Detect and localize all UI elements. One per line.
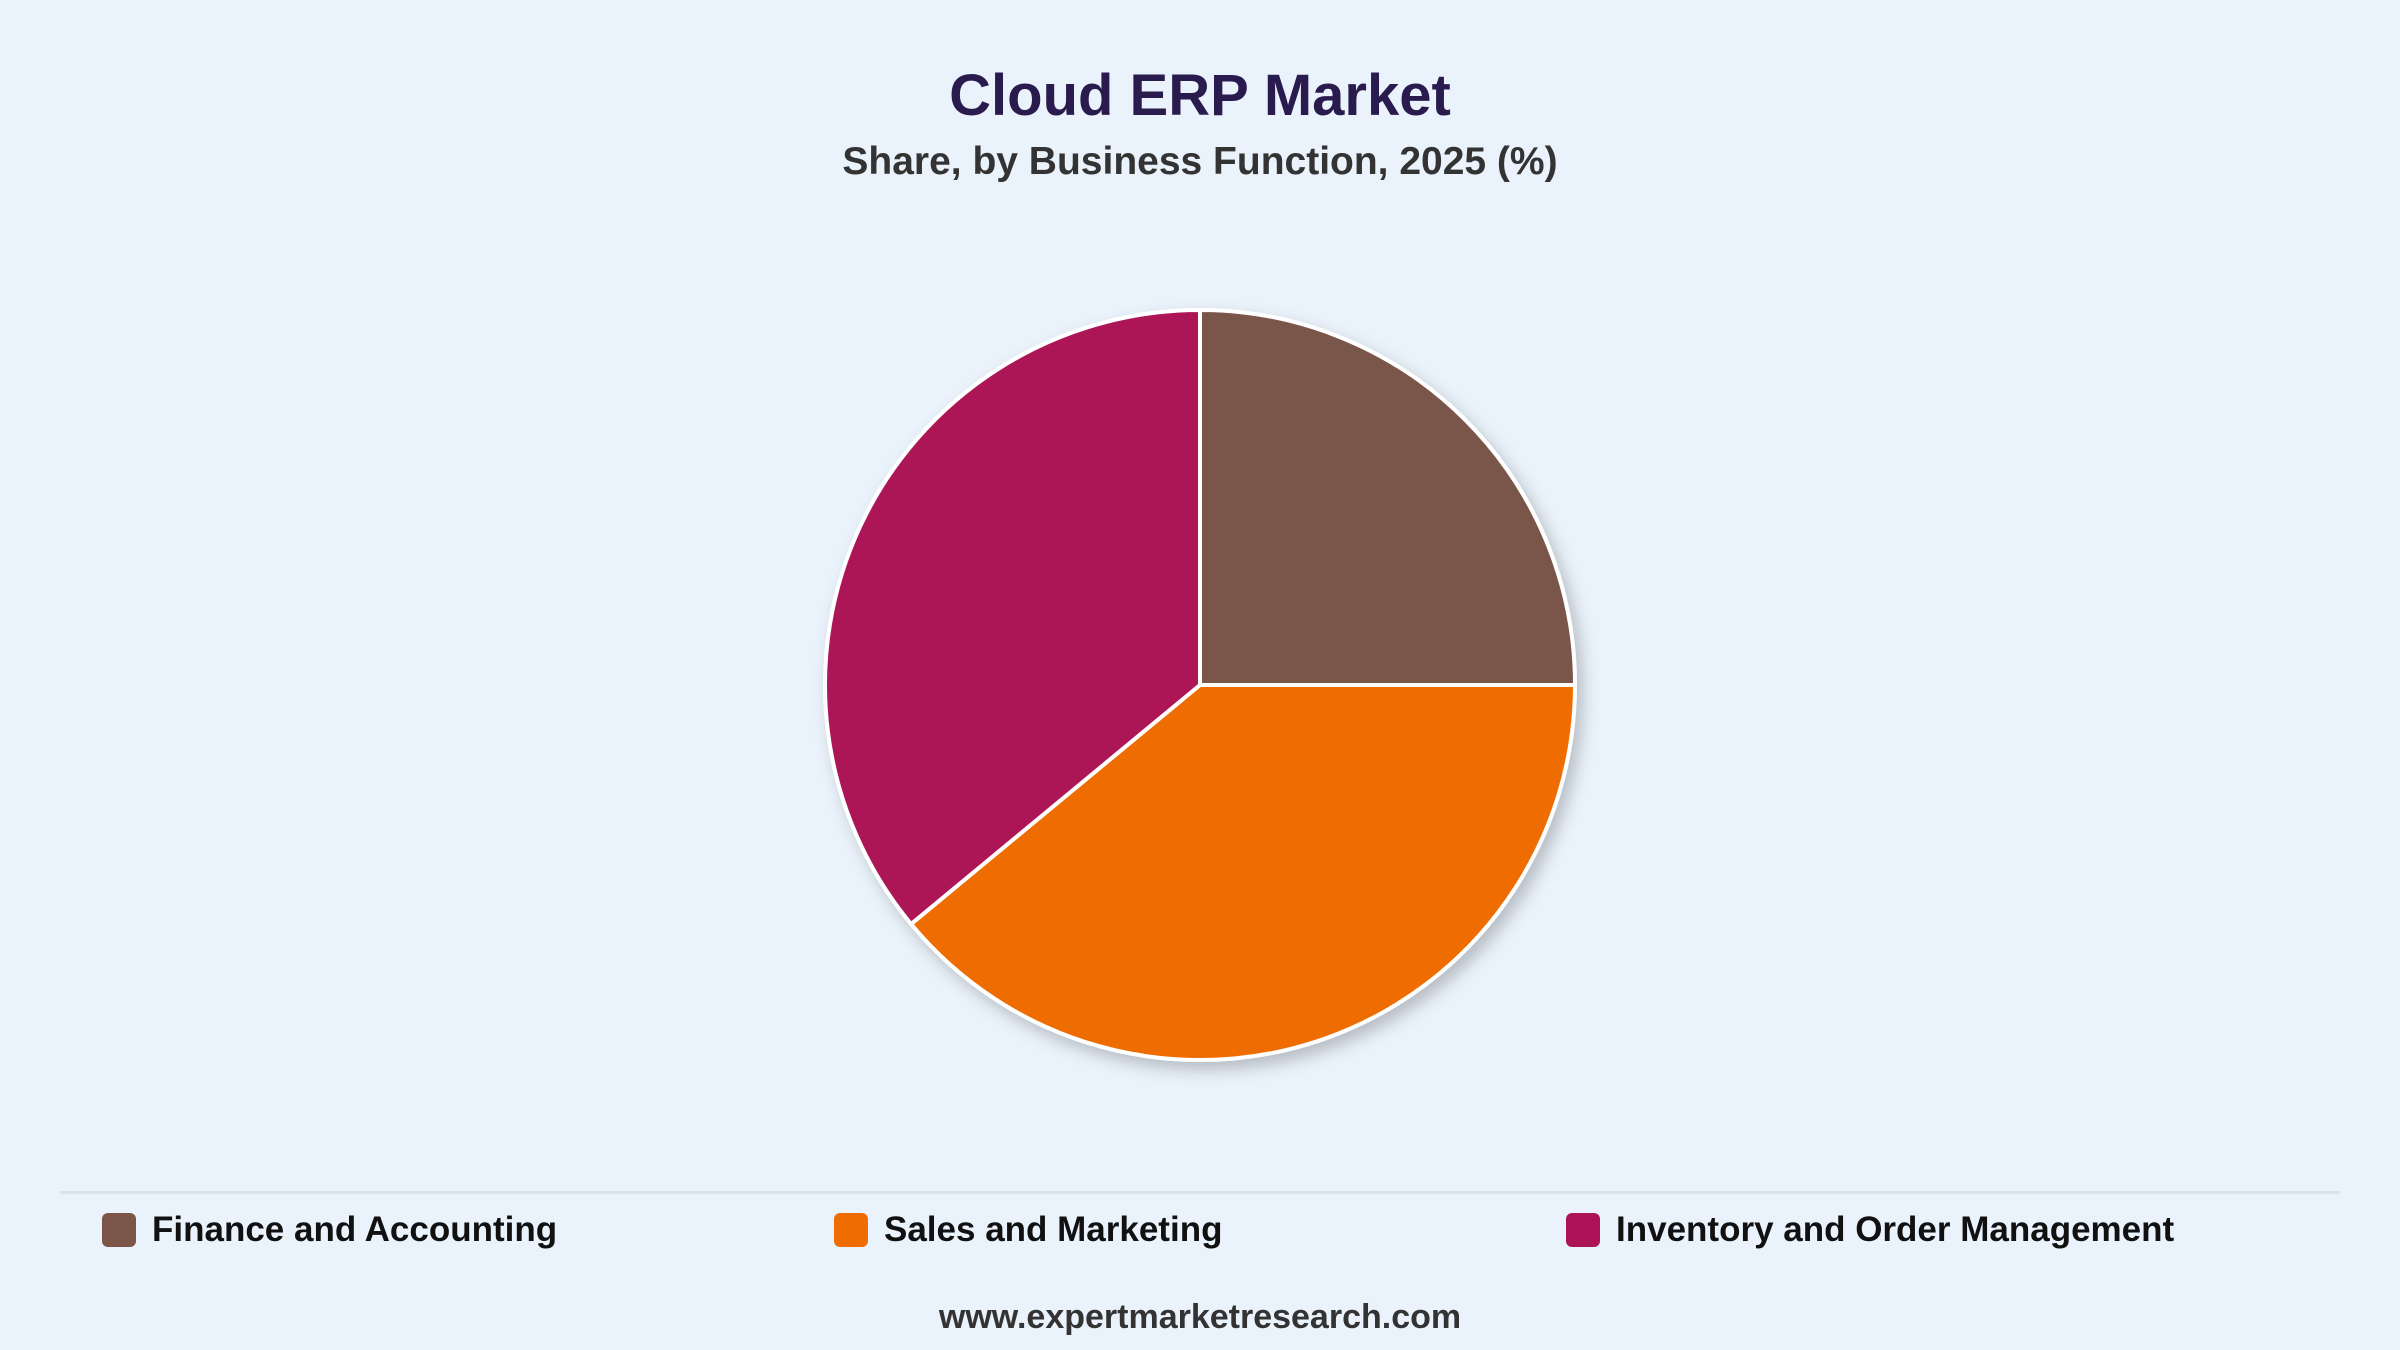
pie-slices	[825, 310, 1575, 1060]
legend-item-finance-and-accounting: Finance and Accounting	[102, 1210, 557, 1250]
legend-swatch-inventory-and-order-management	[1566, 1213, 1600, 1247]
legend-item-sales-and-marketing: Sales and Marketing	[834, 1210, 1222, 1250]
legend-label: Finance and Accounting	[152, 1210, 557, 1250]
legend-item-inventory-and-order-management: Inventory and Order Management	[1566, 1210, 2174, 1250]
legend-label: Sales and Marketing	[884, 1210, 1222, 1250]
legend-label: Inventory and Order Management	[1616, 1210, 2174, 1250]
legend-swatch-sales-and-marketing	[834, 1213, 868, 1247]
legend-swatch-finance-and-accounting	[102, 1213, 136, 1247]
pie-slice-finance-and-accounting	[1200, 310, 1575, 685]
legend-divider	[60, 1191, 2340, 1194]
pie-chart	[0, 0, 2400, 1180]
source-url: www.expertmarketresearch.com	[0, 1298, 2400, 1337]
